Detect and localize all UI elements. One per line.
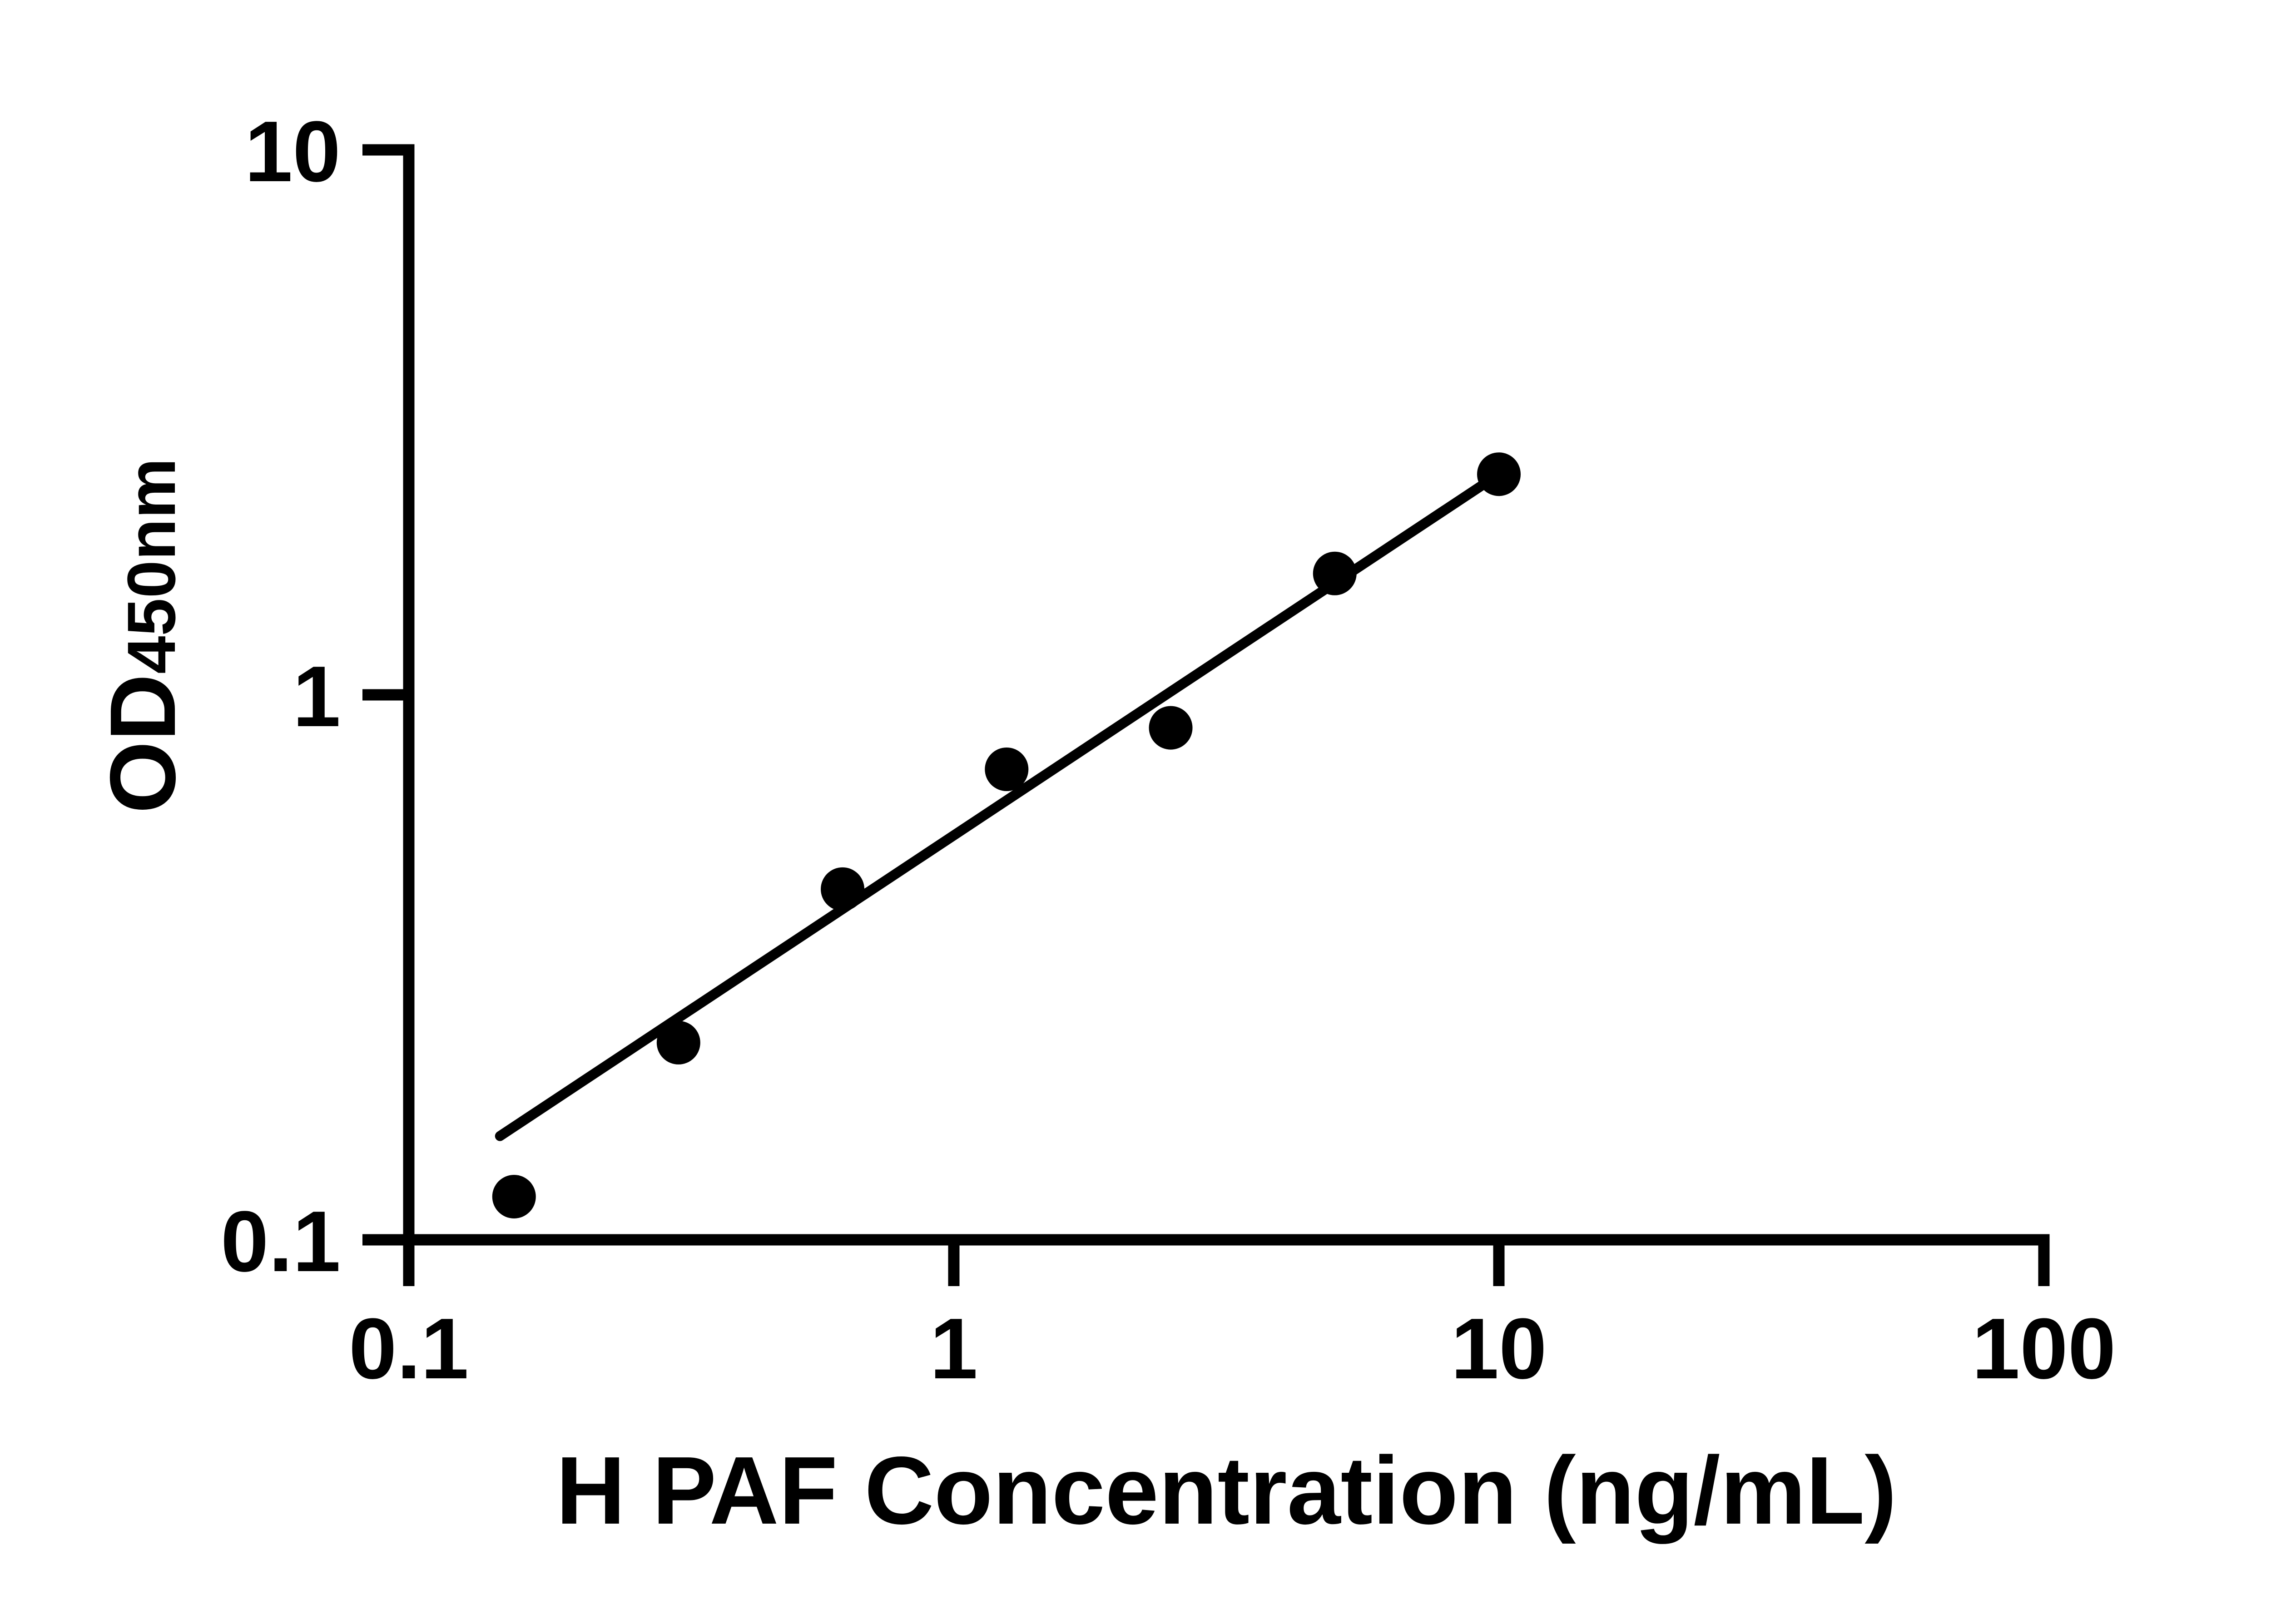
x-tick-label: 10 [1451, 1301, 1547, 1397]
y-axis-title-main: OD [91, 674, 195, 814]
x-tick-label: 0.1 [349, 1301, 469, 1397]
y-tick-label: 1 [293, 649, 341, 745]
y-axis-title-subscript: 450nm [113, 458, 189, 674]
axes [403, 144, 2050, 1246]
data-point [656, 1020, 700, 1065]
data-point [821, 867, 865, 911]
y-axis-title: OD450nm [91, 458, 195, 814]
data-point [1313, 551, 1357, 595]
data-point [1149, 706, 1193, 750]
x-tick-label: 1 [930, 1301, 978, 1397]
x-axis-title: H PAF Concentration (ng/mL) [556, 1436, 1897, 1544]
data-point [492, 1174, 536, 1218]
y-tick-label: 0.1 [221, 1193, 341, 1290]
data-point [985, 748, 1029, 792]
tick-labels: 0.1 1 10 0.1 1 10 100 [221, 104, 2116, 1397]
y-tick-label: 10 [245, 104, 341, 200]
data-point [1477, 452, 1521, 496]
data-series [492, 452, 1521, 1218]
tick-marks [362, 144, 2050, 1286]
x-tick-label: 100 [1972, 1301, 2116, 1397]
